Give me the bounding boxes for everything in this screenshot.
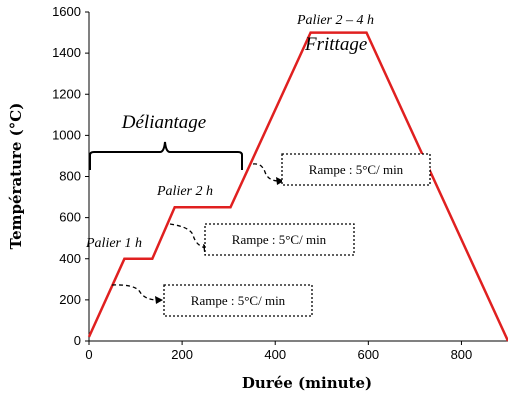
rampe-arrow-1 [111, 284, 159, 301]
temperature-series-line [87, 31, 508, 342]
x-tick-label: 200 [171, 347, 193, 362]
y-tick-label: 1000 [52, 127, 81, 142]
y-tick-label: 1600 [52, 4, 81, 19]
rampe-text-3: Rampe : 5°C/ min [309, 162, 404, 177]
x-tick-label: 0 [85, 347, 92, 362]
y-tick-label: 1200 [52, 86, 81, 101]
y-tick-label: 200 [59, 292, 81, 307]
x-tick-label: 600 [357, 347, 379, 362]
x-tick-labels: 0 200 400 600 800 [85, 341, 472, 362]
x-tick-label: 400 [264, 347, 286, 362]
deliantage-label: Déliantage [121, 112, 206, 133]
rampe-box-2 [204, 223, 355, 256]
x-axis-title: Durée (minute) [242, 374, 372, 392]
deliantage-brace [89, 141, 243, 170]
rampe-arrow-2 [169, 223, 207, 249]
rampe-arrows [111, 163, 280, 301]
rampe-box-3 [281, 153, 431, 186]
y-tick-label: 600 [59, 210, 81, 225]
rampe-text-2: Rampe : 5°C/ min [232, 232, 327, 247]
rampe-text-1: Rampe : 5°C/ min [191, 293, 286, 308]
rampe-arrowhead-3 [276, 177, 284, 185]
y-tick-label: 400 [59, 251, 81, 266]
x-tick-label: 800 [451, 347, 473, 362]
palier-2-label: Palier 2 h [156, 184, 213, 199]
y-tick-labels: 0 200 400 600 800 1000 1200 1400 1600 [52, 4, 89, 348]
y-tick-label: 1400 [52, 45, 81, 60]
rampe-box-1 [163, 284, 313, 317]
y-tick-label: 800 [59, 169, 81, 184]
rampe-arrow-3 [252, 163, 280, 182]
frittage-label: Frittage [304, 34, 367, 55]
y-axis-title: Température (°C) [7, 103, 25, 250]
palier-1-label: Palier 1 h [85, 236, 142, 251]
palier-3-label: Palier 2 – 4 h [296, 13, 374, 28]
rampe-arrowhead-1 [155, 296, 163, 304]
y-tick-label: 0 [74, 333, 81, 348]
